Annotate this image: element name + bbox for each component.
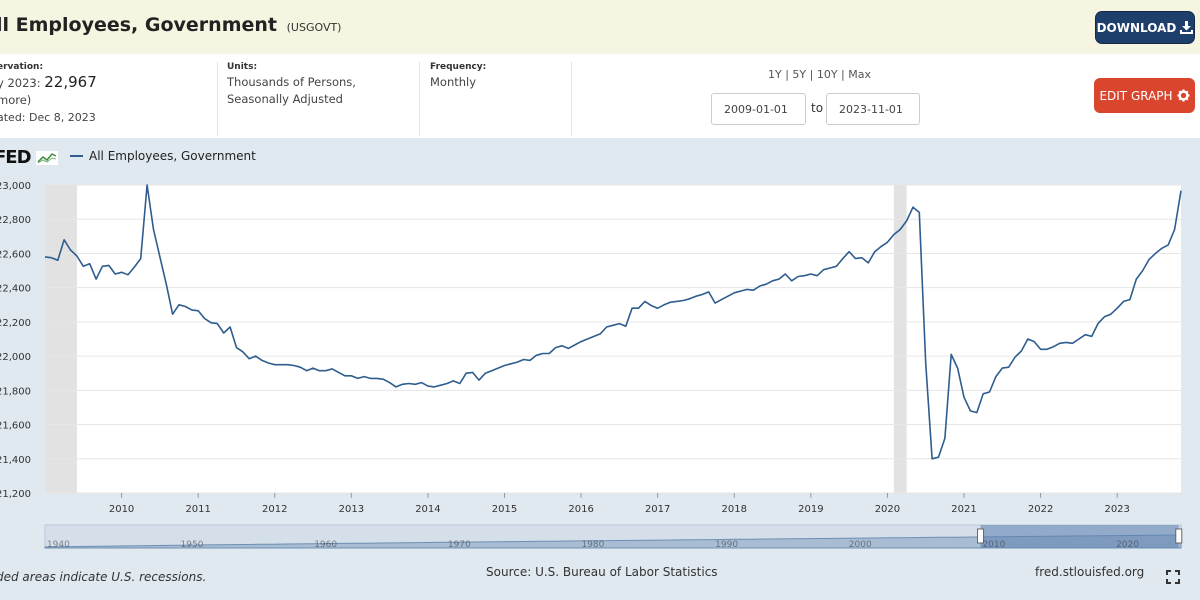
navigator-tick-label: 2020 — [1116, 540, 1139, 550]
y-tick-label: 22,400 — [0, 284, 31, 295]
x-tick-label: 2013 — [339, 504, 364, 515]
recession-band — [45, 185, 77, 493]
frequency-label: Frequency: — [430, 62, 487, 72]
y-tick-label: 22,200 — [0, 318, 31, 329]
navigator-selection[interactable] — [980, 525, 1179, 548]
x-tick-label: 2011 — [185, 504, 210, 515]
observation-value: 22,967 — [44, 73, 97, 91]
more-link[interactable]: more) — [0, 93, 32, 107]
navigator-handle[interactable] — [977, 528, 985, 544]
x-tick-label: 2015 — [492, 504, 517, 515]
recession-shading — [45, 185, 907, 493]
legend-swatch — [70, 155, 83, 157]
series-line[interactable] — [44, 184, 1182, 460]
plot-background — [45, 185, 1181, 493]
x-tick-label: 2014 — [415, 504, 440, 515]
line-chart[interactable]: 23,000 22,800 22,600 22,400 22,200 22,000 21,8… — [0, 138, 1200, 558]
download-button[interactable]: DOWNLOAD — [1096, 12, 1194, 43]
navigator-tick-label: 1990 — [715, 540, 738, 550]
units-label: Units: — [227, 62, 258, 72]
legend-label: All Employees, Government — [89, 149, 256, 163]
x-axis: 2010 2011 2012 2013 2014 2015 2016 2017 2018 2019… — [109, 493, 1130, 515]
fred-link[interactable]: fred.stlouisfed.org — [1035, 565, 1145, 579]
divider — [571, 62, 572, 136]
logo-text: FED — [0, 147, 32, 168]
divider — [419, 62, 420, 136]
range-max-link[interactable]: Max — [848, 68, 872, 81]
units-block: Units: Thousands of Persons, Seasonally … — [227, 62, 417, 136]
y-tick-label: 21,600 — [0, 421, 31, 432]
page-title: ll Employees, Government (USGOVT) — [0, 14, 341, 36]
x-tick-label: 2019 — [798, 504, 823, 515]
x-tick-label: 2010 — [109, 504, 134, 515]
navigator-handle[interactable] — [1175, 528, 1183, 544]
recession-note: ded areas indicate U.S. recessions. — [0, 570, 207, 584]
divider — [217, 62, 218, 136]
series-meta: ervation: y 2023: 22,967 more) ated: Dec… — [0, 54, 1200, 138]
observation-label: ervation: — [0, 62, 44, 72]
chart-area: FED All Employees, Government 23,000 22,8… — [0, 138, 1200, 600]
x-tick-label: 2018 — [722, 504, 747, 515]
x-tick-label: 2022 — [1028, 504, 1053, 515]
y-tick-label: 22,600 — [0, 249, 31, 260]
range-navigator[interactable]: 1940 1950 1960 1970 1980 1990 2000 2010 2020 — [44, 524, 1183, 550]
observation-block: ervation: y 2023: 22,967 more) ated: Dec… — [0, 62, 212, 136]
frequency-value: Monthly — [430, 75, 477, 89]
to-label: to — [811, 101, 824, 115]
edit-graph-label: EDIT GRAPH — [1099, 88, 1173, 103]
range-1y-link[interactable]: 1Y — [768, 68, 782, 81]
y-tick-label: 21,800 — [0, 386, 31, 397]
x-tick-label: 2021 — [951, 504, 976, 515]
navigator-tick-label: 1940 — [47, 540, 70, 550]
gridlines — [45, 184, 1181, 494]
x-tick-label: 2012 — [262, 504, 287, 515]
series — [44, 184, 1182, 460]
gear-icon — [1177, 89, 1190, 102]
chart-legend: All Employees, Government — [70, 149, 256, 163]
source-note: Source: U.S. Bureau of Labor Statistics — [486, 565, 718, 579]
series-id: (USGOVT) — [286, 21, 342, 34]
navigator-tick-label: 1970 — [448, 540, 471, 550]
y-tick-label: 22,000 — [0, 352, 31, 363]
units-line-2: Seasonally Adjusted — [227, 92, 343, 106]
y-tick-label: 21,400 — [0, 455, 31, 466]
last-updated: ated: Dec 8, 2023 — [0, 111, 96, 124]
navigator-tick-label: 2010 — [982, 540, 1005, 550]
frequency-block: Frequency: Monthly — [430, 62, 570, 136]
download-label: DOWNLOAD — [1096, 20, 1177, 35]
navigator-tick-label: 1980 — [581, 540, 604, 550]
x-tick-label: 2016 — [568, 504, 593, 515]
observation-line: y 2023: 22,967 — [0, 74, 212, 92]
trend-icon — [35, 151, 58, 165]
end-date-input[interactable]: 2023-11-01 — [826, 93, 920, 125]
x-tick-label: 2020 — [875, 504, 900, 515]
navigator-tick-label: 1950 — [181, 540, 204, 550]
navigator-tick-label: 1960 — [314, 540, 337, 550]
header-bar: ll Employees, Government (USGOVT) DOWNLO… — [0, 0, 1200, 54]
y-tick-label: 23,000 — [0, 181, 31, 192]
range-5y-link[interactable]: 5Y — [792, 68, 807, 81]
recession-band — [893, 185, 907, 493]
fullscreen-icon[interactable] — [1166, 570, 1180, 584]
x-tick-label: 2017 — [645, 504, 670, 515]
y-axis: 23,000 22,800 22,600 22,400 22,200 22,000 21,8… — [0, 181, 31, 500]
start-date-input[interactable]: 2009-01-01 — [711, 93, 806, 125]
series-title: ll Employees, Government — [0, 14, 277, 36]
y-tick-label: 22,800 — [0, 215, 31, 226]
x-tick-label: 2023 — [1104, 504, 1129, 515]
units-line-1: Thousands of Persons, — [227, 75, 356, 89]
observation-date: y 2023: — [0, 76, 41, 90]
edit-graph-button[interactable]: EDIT GRAPH — [1094, 78, 1195, 113]
fred-logo: FED — [0, 147, 58, 168]
range-links: 1Y | 5Y | 10Y | Max — [768, 68, 872, 81]
range-10y-link[interactable]: 10Y — [816, 68, 838, 81]
y-tick-label: 21,200 — [0, 489, 31, 500]
download-icon — [1180, 21, 1194, 34]
navigator-tick-label: 2000 — [849, 540, 872, 550]
